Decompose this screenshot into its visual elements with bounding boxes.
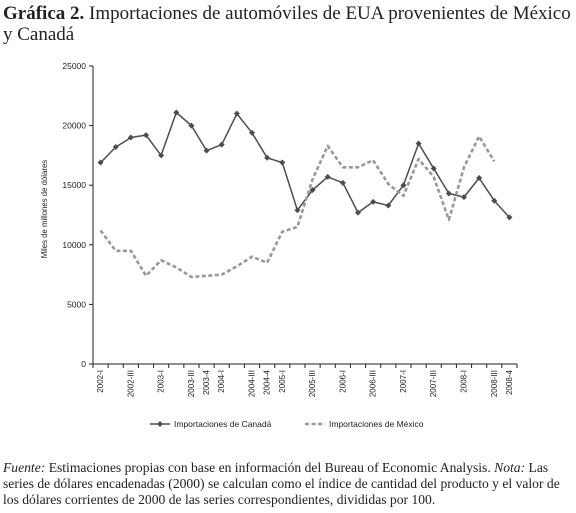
- source-text: Estimaciones propias con base en informa…: [48, 460, 491, 475]
- data-point: [385, 202, 392, 209]
- data-point: [112, 144, 119, 151]
- data-point: [491, 197, 498, 204]
- y-axis: 0 5000 10000 15000 20000 25000: [62, 61, 94, 369]
- x-tick-label: 2007-I: [399, 370, 408, 393]
- data-point: [97, 159, 104, 166]
- data-point: [339, 179, 346, 186]
- data-point: [355, 209, 361, 216]
- source-label: Fuente:: [3, 460, 46, 475]
- data-point: [461, 194, 467, 201]
- series-mexico: [99, 135, 496, 279]
- legend-label: Importaciones de Canadá: [174, 419, 272, 429]
- data-point: [173, 109, 180, 116]
- footer-note: Fuente: Estimaciones propias con base en…: [3, 460, 575, 508]
- title-text: Importaciones de automóviles de EUA prov…: [3, 3, 571, 45]
- data-point: [127, 134, 134, 141]
- x-tick-label: 2007-III: [429, 370, 438, 397]
- y-tick-label: 5000: [67, 299, 86, 309]
- title-prefix: Gráfica 2.: [3, 3, 85, 24]
- data-point: [279, 159, 286, 166]
- x-tick-label: 2006-III: [369, 370, 378, 397]
- x-tick-label: 2004-I: [217, 370, 226, 393]
- y-tick-label: 0: [81, 359, 86, 369]
- data-point: [445, 190, 452, 197]
- y-tick-label: 10000: [62, 240, 86, 250]
- data-point: [309, 186, 316, 193]
- data-point: [476, 175, 483, 182]
- x-tick-label: 2004-III: [248, 370, 257, 397]
- x-tick-label: 2005-III: [308, 370, 317, 397]
- legend-label: Importaciones de México: [329, 419, 424, 429]
- data-point: [218, 141, 225, 148]
- y-tick-label: 25000: [62, 61, 86, 71]
- line-chart: 0 5000 10000 15000 20000 25000 2002-I 2002-III…: [40, 61, 518, 429]
- note-label: Nota:: [494, 460, 526, 475]
- data-point: [203, 147, 210, 154]
- x-tick-label: 2002-III: [126, 370, 135, 397]
- data-point: [370, 198, 377, 205]
- data-point: [264, 154, 271, 161]
- data-point: [506, 214, 513, 221]
- x-tick-label: 2002-I: [96, 370, 105, 393]
- data-point: [143, 132, 149, 139]
- data-point: [415, 140, 422, 147]
- series-canada: [97, 109, 513, 221]
- legend-marker: [157, 421, 163, 427]
- series-line: [100, 111, 510, 218]
- x-tick-label: 2008-III: [490, 370, 499, 397]
- data-point: [233, 110, 240, 117]
- note-text: Las series de dólares encadenadas (2000)…: [3, 460, 560, 507]
- legend: Importaciones de Canadá Importaciones de …: [150, 419, 424, 429]
- x-tick-label: 2003-I: [157, 370, 166, 393]
- series-line: [99, 135, 496, 279]
- x-axis: 2002-I 2002-III 2003-I 2003-III 2003-4 2004-I…: [92, 363, 518, 397]
- chart-title: Gráfica 2. Importaciones de automóviles …: [3, 3, 573, 45]
- series-layer: [97, 109, 513, 279]
- data-point: [430, 165, 437, 172]
- y-tick-label: 15000: [62, 180, 86, 190]
- data-point: [158, 152, 165, 159]
- data-point: [249, 129, 255, 136]
- data-point: [294, 207, 301, 214]
- data-point: [400, 182, 407, 189]
- x-tick-label: 2006-I: [338, 370, 347, 393]
- x-tick-label: 2003-III: [187, 370, 196, 397]
- y-tick-label: 20000: [62, 121, 86, 131]
- x-tick-label: 2003-4: [202, 369, 211, 394]
- data-point: [188, 122, 195, 129]
- data-point: [324, 173, 331, 180]
- x-tick-label: 2004-4: [263, 369, 272, 394]
- x-tick-label: 2008-4: [505, 369, 514, 394]
- x-tick-label: 2005-I: [278, 370, 287, 393]
- y-axis-label: Miles de millones de dólares: [40, 160, 49, 258]
- x-tick-label: 2008-I: [460, 370, 469, 393]
